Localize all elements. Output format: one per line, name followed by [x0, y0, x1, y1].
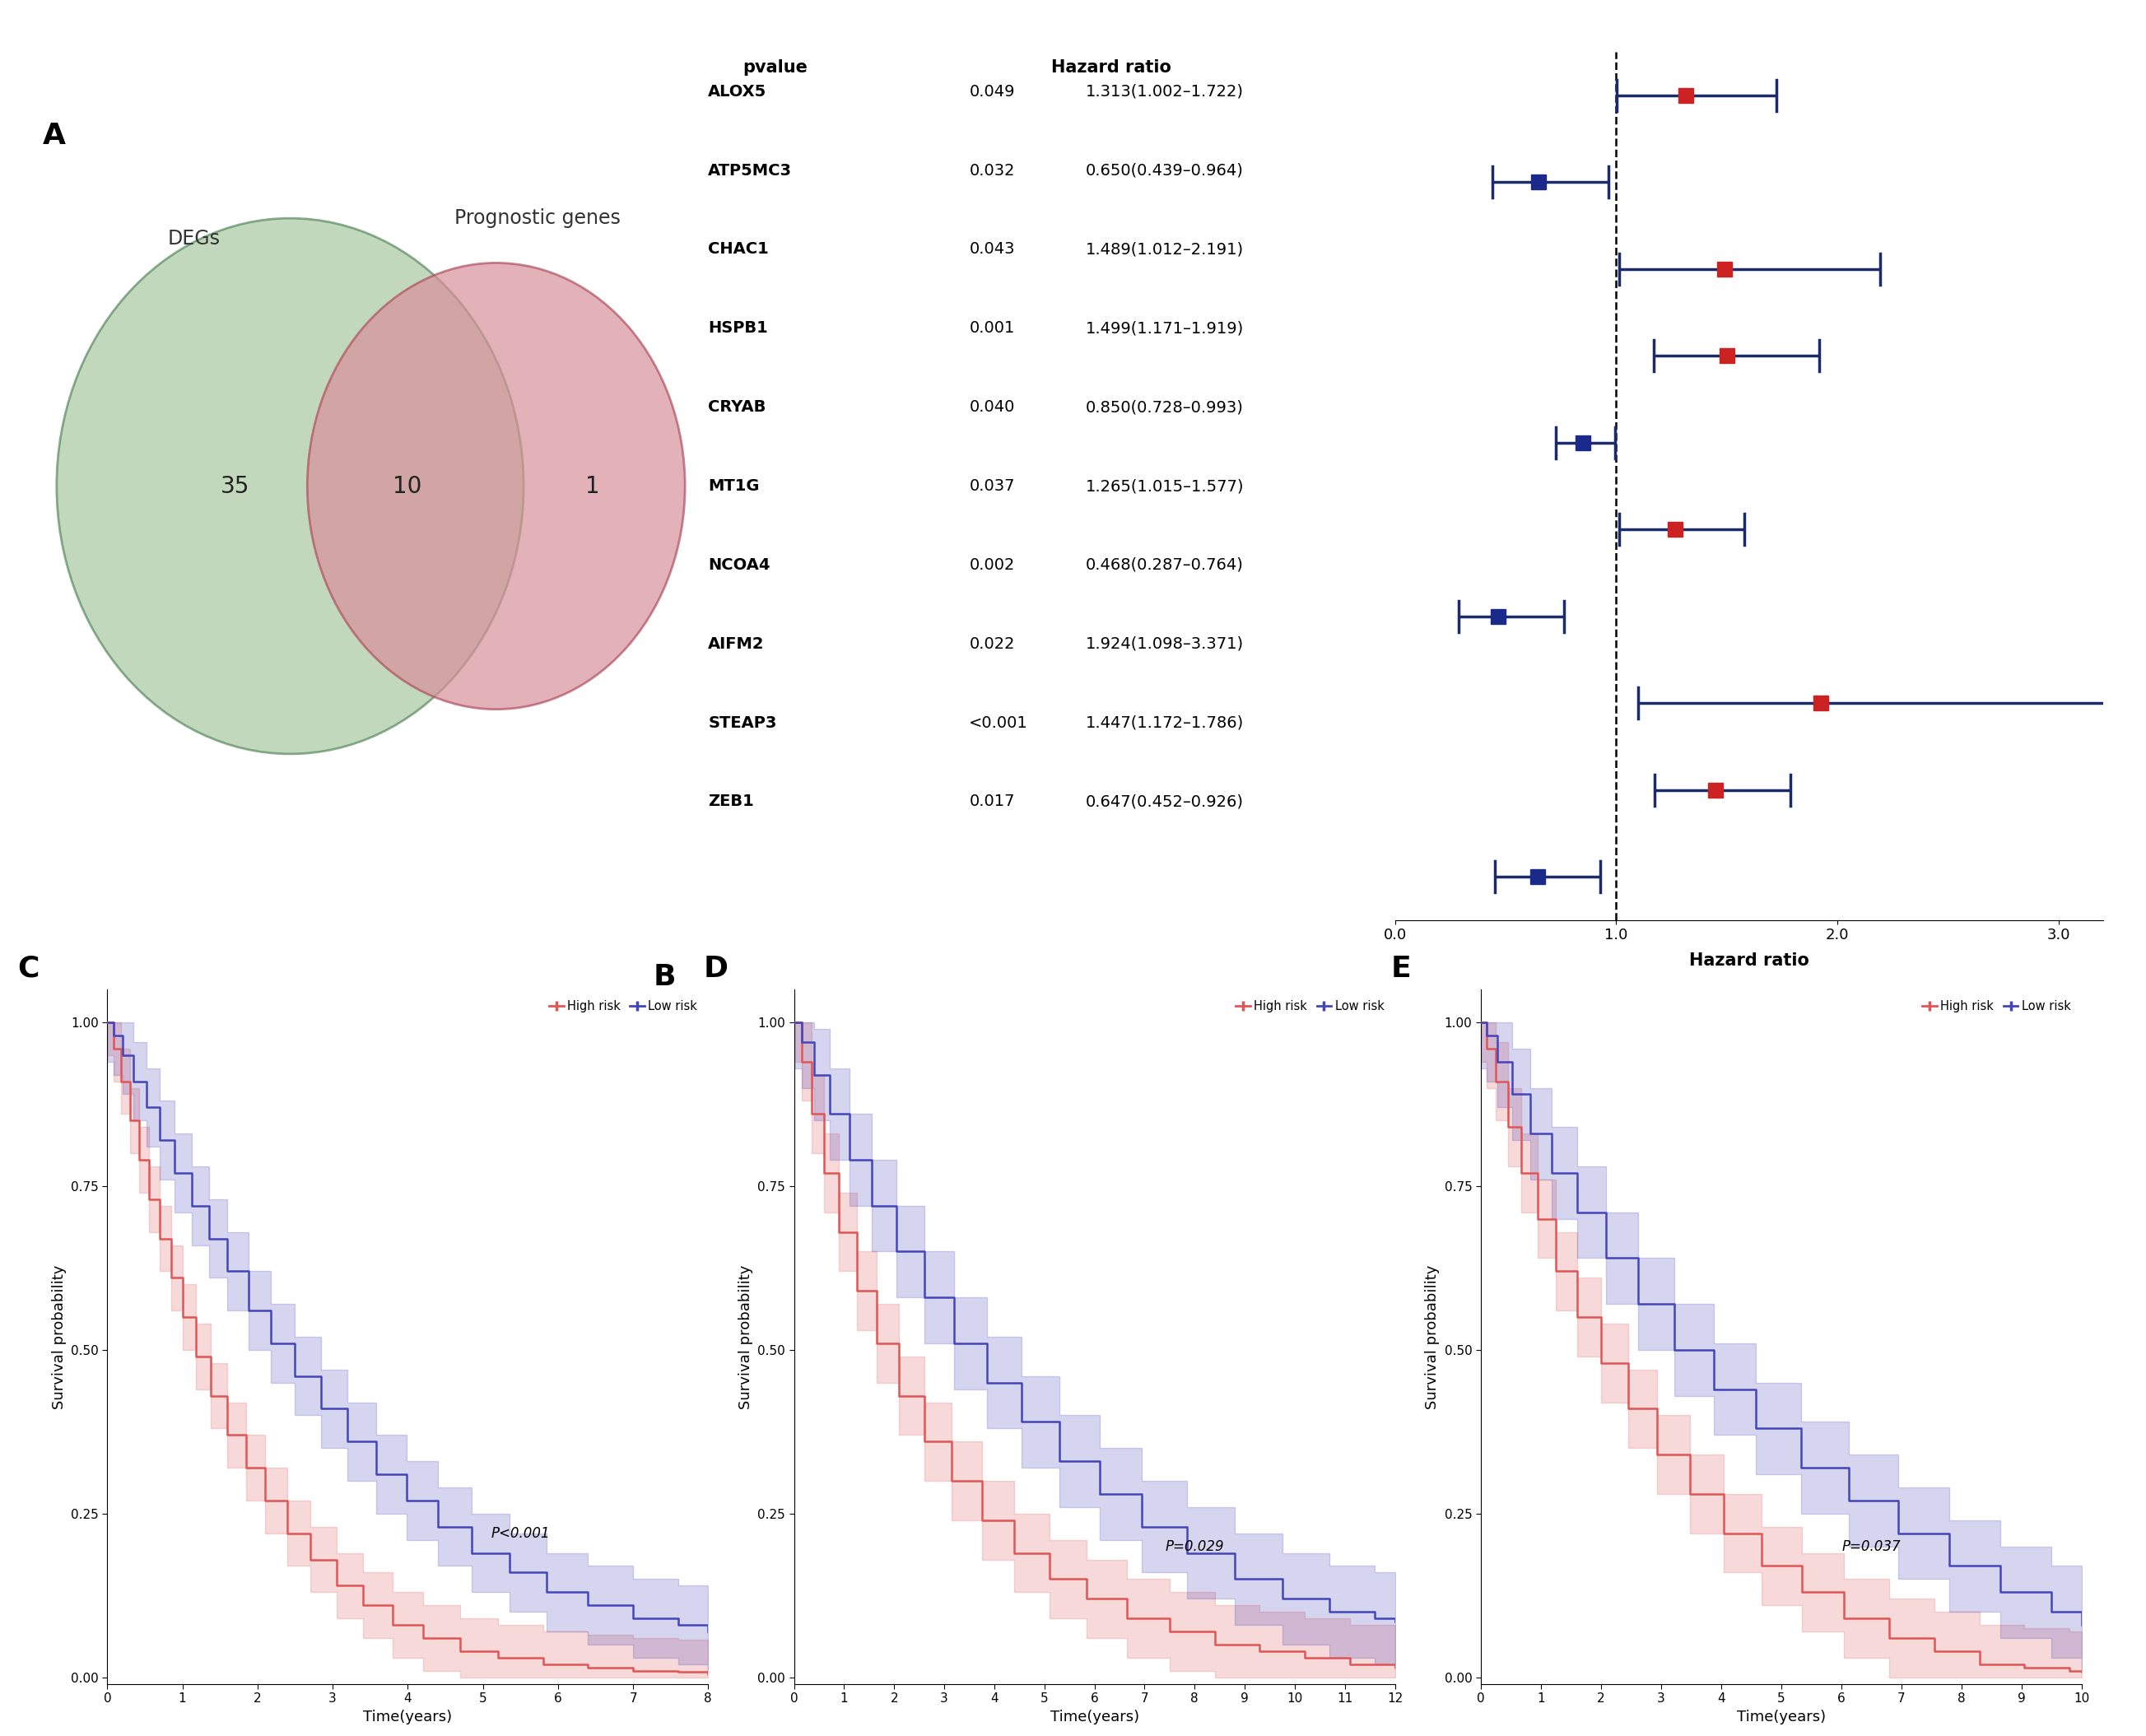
Text: 0.043: 0.043 [970, 241, 1015, 257]
Text: 0.850(0.728–0.993): 0.850(0.728–0.993) [1086, 399, 1245, 415]
Text: A: A [43, 122, 67, 149]
Text: 0.001: 0.001 [970, 321, 1015, 337]
Text: 0.049: 0.049 [970, 83, 1015, 99]
Text: 0.468(0.287–0.764): 0.468(0.287–0.764) [1086, 557, 1245, 573]
Y-axis label: Survival probability: Survival probability [1425, 1264, 1440, 1410]
Text: 0.037: 0.037 [970, 477, 1015, 495]
Text: CRYAB: CRYAB [708, 399, 766, 415]
Text: ATP5MC3: ATP5MC3 [708, 163, 792, 179]
Text: 0.647(0.452–0.926): 0.647(0.452–0.926) [1086, 793, 1245, 809]
Text: C: C [17, 955, 39, 983]
Text: 1.499(1.171–1.919): 1.499(1.171–1.919) [1086, 321, 1245, 337]
X-axis label: Hazard ratio: Hazard ratio [1689, 951, 1809, 969]
Text: 1.924(1.098–3.371): 1.924(1.098–3.371) [1086, 635, 1245, 651]
Text: E: E [1391, 955, 1410, 983]
Text: B: B [652, 963, 676, 991]
Ellipse shape [56, 219, 524, 753]
Text: 1.447(1.172–1.786): 1.447(1.172–1.786) [1086, 715, 1245, 731]
Text: P<0.001: P<0.001 [491, 1526, 549, 1540]
Legend: High risk, Low risk: High risk, Low risk [1232, 995, 1388, 1017]
Text: 0.032: 0.032 [970, 163, 1015, 179]
Text: 35: 35 [221, 474, 249, 498]
Text: pvalue: pvalue [743, 59, 807, 76]
Legend: High risk, Low risk: High risk, Low risk [1919, 995, 2075, 1017]
Text: 1.489(1.012–2.191): 1.489(1.012–2.191) [1086, 241, 1245, 257]
Text: ZEB1: ZEB1 [708, 793, 753, 809]
Text: 0.040: 0.040 [970, 399, 1015, 415]
Text: DEGs: DEGs [167, 229, 221, 248]
Text: AIFM2: AIFM2 [708, 635, 764, 651]
Text: MT1G: MT1G [708, 477, 760, 495]
Y-axis label: Survival probability: Survival probability [738, 1264, 753, 1410]
Text: STEAP3: STEAP3 [708, 715, 777, 731]
Y-axis label: Survival probability: Survival probability [52, 1264, 67, 1410]
Text: NCOA4: NCOA4 [708, 557, 770, 573]
Text: 1.313(1.002–1.722): 1.313(1.002–1.722) [1086, 83, 1245, 99]
Text: <0.001: <0.001 [970, 715, 1028, 731]
Text: P=0.029: P=0.029 [1165, 1538, 1223, 1554]
Text: P=0.037: P=0.037 [1841, 1538, 1901, 1554]
Legend: High risk, Low risk: High risk, Low risk [545, 995, 702, 1017]
Text: ALOX5: ALOX5 [708, 83, 766, 99]
Text: 0.017: 0.017 [970, 793, 1015, 809]
X-axis label: Time(years): Time(years) [1049, 1710, 1140, 1724]
Text: D: D [704, 955, 730, 983]
Text: HSPB1: HSPB1 [708, 321, 768, 337]
Text: Prognostic genes: Prognostic genes [455, 208, 620, 227]
Text: 1.265(1.015–1.577): 1.265(1.015–1.577) [1086, 477, 1245, 495]
Text: 0.650(0.439–0.964): 0.650(0.439–0.964) [1086, 163, 1245, 179]
X-axis label: Time(years): Time(years) [363, 1710, 453, 1724]
Text: 0.002: 0.002 [970, 557, 1015, 573]
Text: CHAC1: CHAC1 [708, 241, 768, 257]
Ellipse shape [307, 262, 685, 710]
Text: 0.022: 0.022 [970, 635, 1015, 651]
X-axis label: Time(years): Time(years) [1736, 1710, 1826, 1724]
Text: Hazard ratio: Hazard ratio [1052, 59, 1172, 76]
Text: 1: 1 [586, 474, 599, 498]
Text: 10: 10 [393, 474, 421, 498]
